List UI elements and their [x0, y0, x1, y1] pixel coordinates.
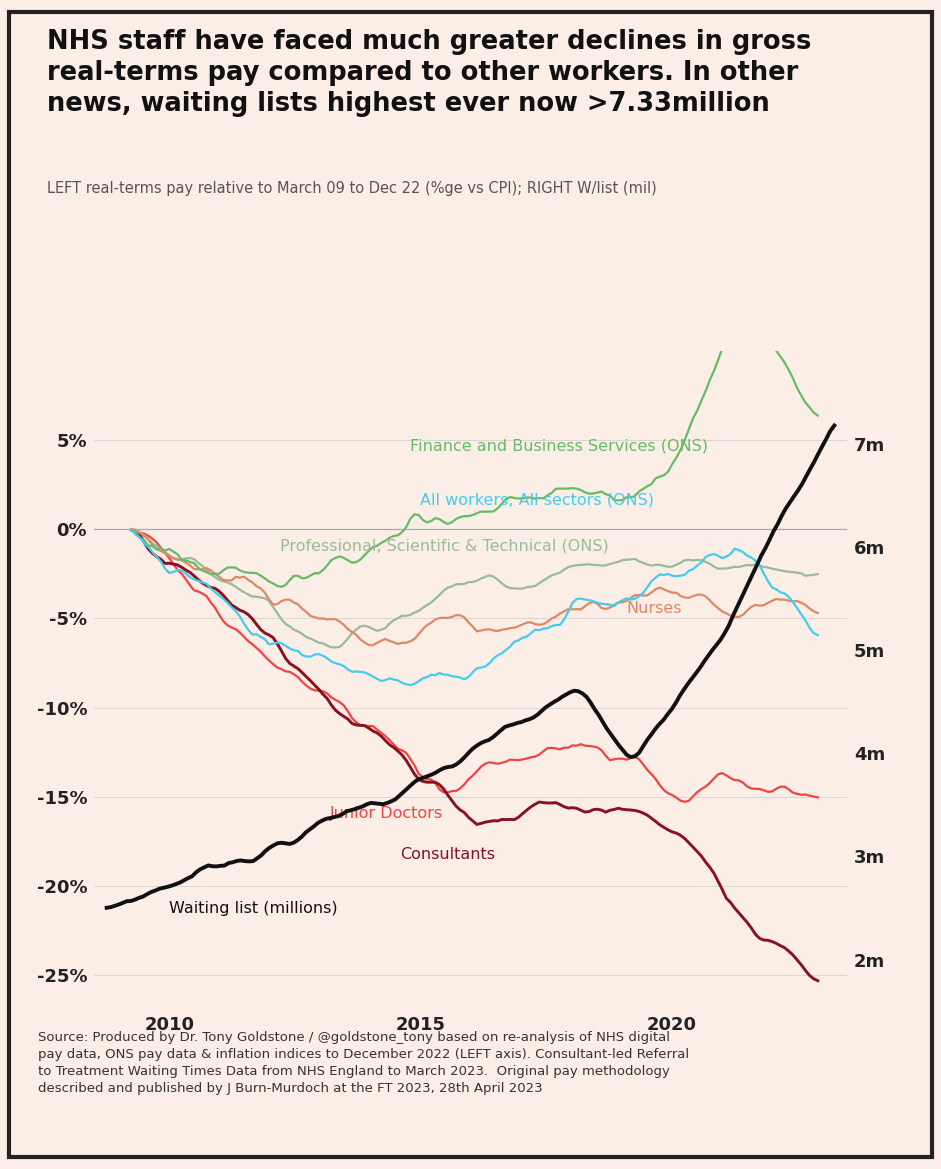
Text: Waiting list (millions): Waiting list (millions)	[169, 901, 338, 916]
Text: Source: Produced by Dr. Tony Goldstone / @goldstone_tony based on re-analysis of: Source: Produced by Dr. Tony Goldstone /…	[38, 1031, 689, 1095]
Text: LEFT real-terms pay relative to March 09 to Dec 22 (%ge vs CPI); RIGHT W/list (m: LEFT real-terms pay relative to March 09…	[47, 181, 657, 196]
Text: Nurses: Nurses	[626, 601, 681, 616]
Text: Professional, Scientific & Technical (ONS): Professional, Scientific & Technical (ON…	[279, 539, 609, 554]
Text: Finance and Business Services (ONS): Finance and Business Services (ONS)	[410, 438, 709, 454]
Text: All workers, All sectors (ONS): All workers, All sectors (ONS)	[421, 492, 654, 507]
Text: Junior Doctors: Junior Doctors	[330, 807, 443, 822]
Text: Consultants: Consultants	[400, 848, 495, 863]
Text: NHS staff have faced much greater declines in gross
real-terms pay compared to o: NHS staff have faced much greater declin…	[47, 29, 811, 117]
